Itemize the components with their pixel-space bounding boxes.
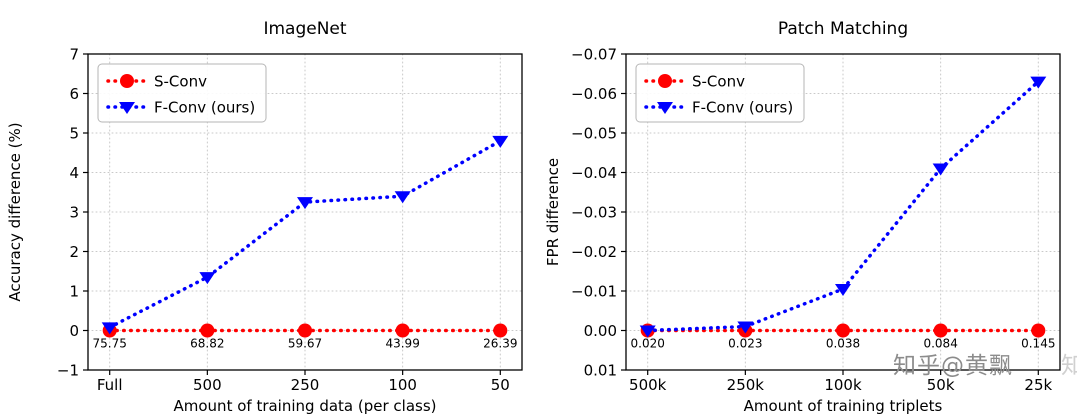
data-point-marker — [1030, 76, 1047, 89]
point-annotation: 0.023 — [728, 337, 762, 351]
x-tick-label: 25k — [1024, 376, 1052, 394]
data-point-marker — [199, 272, 216, 285]
legend-marker — [119, 102, 135, 114]
point-annotation: 0.038 — [826, 337, 860, 351]
x-tick-label: 500 — [193, 376, 222, 394]
y-tick-label: −0.01 — [571, 282, 617, 300]
data-point-marker — [492, 135, 509, 148]
data-point-marker — [101, 322, 118, 335]
data-point-marker — [493, 323, 508, 338]
y-tick-label: −0.03 — [571, 203, 617, 221]
data-point-marker — [395, 323, 410, 338]
chart-patch-matching: 0.020 0.023 0.038 0.084 0.145 −0.07 −0.06 −0.05… — [538, 0, 1076, 420]
x-tick-label: Full — [97, 376, 123, 394]
y-tick-label: 0 — [69, 322, 79, 340]
legend-label: S-Conv — [154, 72, 207, 90]
chart-title: Patch Matching — [778, 19, 908, 39]
series-s-conv — [640, 323, 1046, 338]
x-tick-label: 50k — [927, 376, 955, 394]
x-tick-label: 100k — [824, 376, 862, 394]
y-tick-label: 6 — [69, 85, 79, 103]
data-point-marker — [200, 323, 215, 338]
data-point-marker — [394, 191, 411, 204]
legend: S-Conv F-Conv (ours) — [635, 63, 805, 123]
y-tick-label: 0.00 — [584, 322, 617, 340]
series-f-conv-ours- — [101, 135, 509, 335]
axis-ticks-and-labels: −1 0 1 2 3 4 5 6 7 Full 500 250 100 50 — [57, 45, 510, 394]
chart-title: ImageNet — [263, 19, 346, 39]
point-annotation: 0.084 — [923, 337, 957, 351]
legend-marker — [657, 102, 673, 114]
y-tick-label: −0.05 — [571, 124, 617, 142]
y-tick-label: −0.07 — [571, 45, 617, 63]
legend-marker — [120, 74, 134, 88]
x-tick-label: 50 — [491, 376, 510, 394]
legend-box — [635, 63, 805, 123]
y-tick-label: 3 — [69, 203, 79, 221]
y-tick-label: −0.06 — [571, 85, 617, 103]
legend-label: S-Conv — [692, 72, 745, 90]
point-annotation: 0.020 — [631, 337, 665, 351]
watermark-text: 知乎@黄飘 — [893, 353, 1013, 379]
y-tick-label: 4 — [69, 164, 79, 182]
y-tick-label: 5 — [69, 124, 79, 142]
data-point-marker — [933, 323, 948, 338]
point-annotation: 59.67 — [288, 337, 322, 351]
series-f-conv-ours- — [639, 76, 1047, 338]
y-tick-label: −0.04 — [571, 164, 617, 182]
legend-label: F-Conv (ours) — [692, 98, 793, 116]
data-point-marker — [836, 323, 850, 338]
y-tick-label: −0.02 — [571, 243, 617, 261]
imagenet-chart-svg: 75.75 68.82 59.67 43.99 26.39 −1 0 1 2 3 4 5 6 7 Full 5… — [6, 19, 523, 415]
y-tick-label: 1 — [69, 282, 79, 300]
point-annotation: 0.145 — [1021, 337, 1055, 351]
data-point-marker — [1031, 323, 1046, 338]
patch-matching-chart-svg: 0.020 0.023 0.038 0.084 0.145 −0.07 −0.06 −0.05… — [544, 19, 1061, 415]
y-axis-label: Accuracy difference (%) — [6, 122, 24, 301]
y-tick-label: 0.01 — [584, 361, 617, 379]
axis-ticks-and-labels: −0.07 −0.06 −0.05 −0.04 −0.03 −0.02 −0.01 0.00 0… — [571, 45, 1052, 394]
legend-label: F-Conv (ours) — [154, 98, 255, 116]
point-annotations: 0.020 0.023 0.038 0.084 0.145 — [631, 337, 1056, 351]
x-tick-label: 250 — [291, 376, 320, 394]
point-annotation: 26.39 — [483, 337, 517, 351]
x-axis-label: Amount of training data (per class) — [174, 397, 437, 415]
point-annotations: 75.75 68.82 59.67 43.99 26.39 — [93, 337, 518, 351]
data-point-marker — [835, 284, 851, 297]
x-axis-label: Amount of training triplets — [744, 397, 943, 415]
y-tick-label: 2 — [69, 243, 79, 261]
data-point-marker — [932, 163, 949, 176]
x-tick-label: 250k — [727, 376, 765, 394]
legend-box — [97, 63, 267, 123]
data-point-marker — [297, 197, 313, 210]
data-point-marker — [737, 321, 754, 334]
point-annotation: 75.75 — [93, 337, 127, 351]
point-annotation: 43.99 — [385, 337, 419, 351]
y-tick-label: −1 — [57, 361, 79, 379]
legend: S-Conv F-Conv (ours) — [97, 63, 267, 123]
x-tick-label: 100 — [388, 376, 417, 394]
y-axis-label: FPR difference — [544, 158, 562, 266]
data-point-marker — [639, 325, 656, 338]
chart-imagenet: 75.75 68.82 59.67 43.99 26.39 −1 0 1 2 3 4 5 6 7 Full 5… — [0, 0, 538, 420]
watermark-partial-text: 知 — [1061, 353, 1077, 379]
legend-marker — [658, 74, 672, 88]
x-tick-label: 500k — [629, 376, 667, 394]
y-tick-label: 7 — [69, 45, 79, 63]
data-point-marker — [298, 323, 312, 338]
series-s-conv — [102, 323, 508, 338]
point-annotation: 68.82 — [190, 337, 224, 351]
